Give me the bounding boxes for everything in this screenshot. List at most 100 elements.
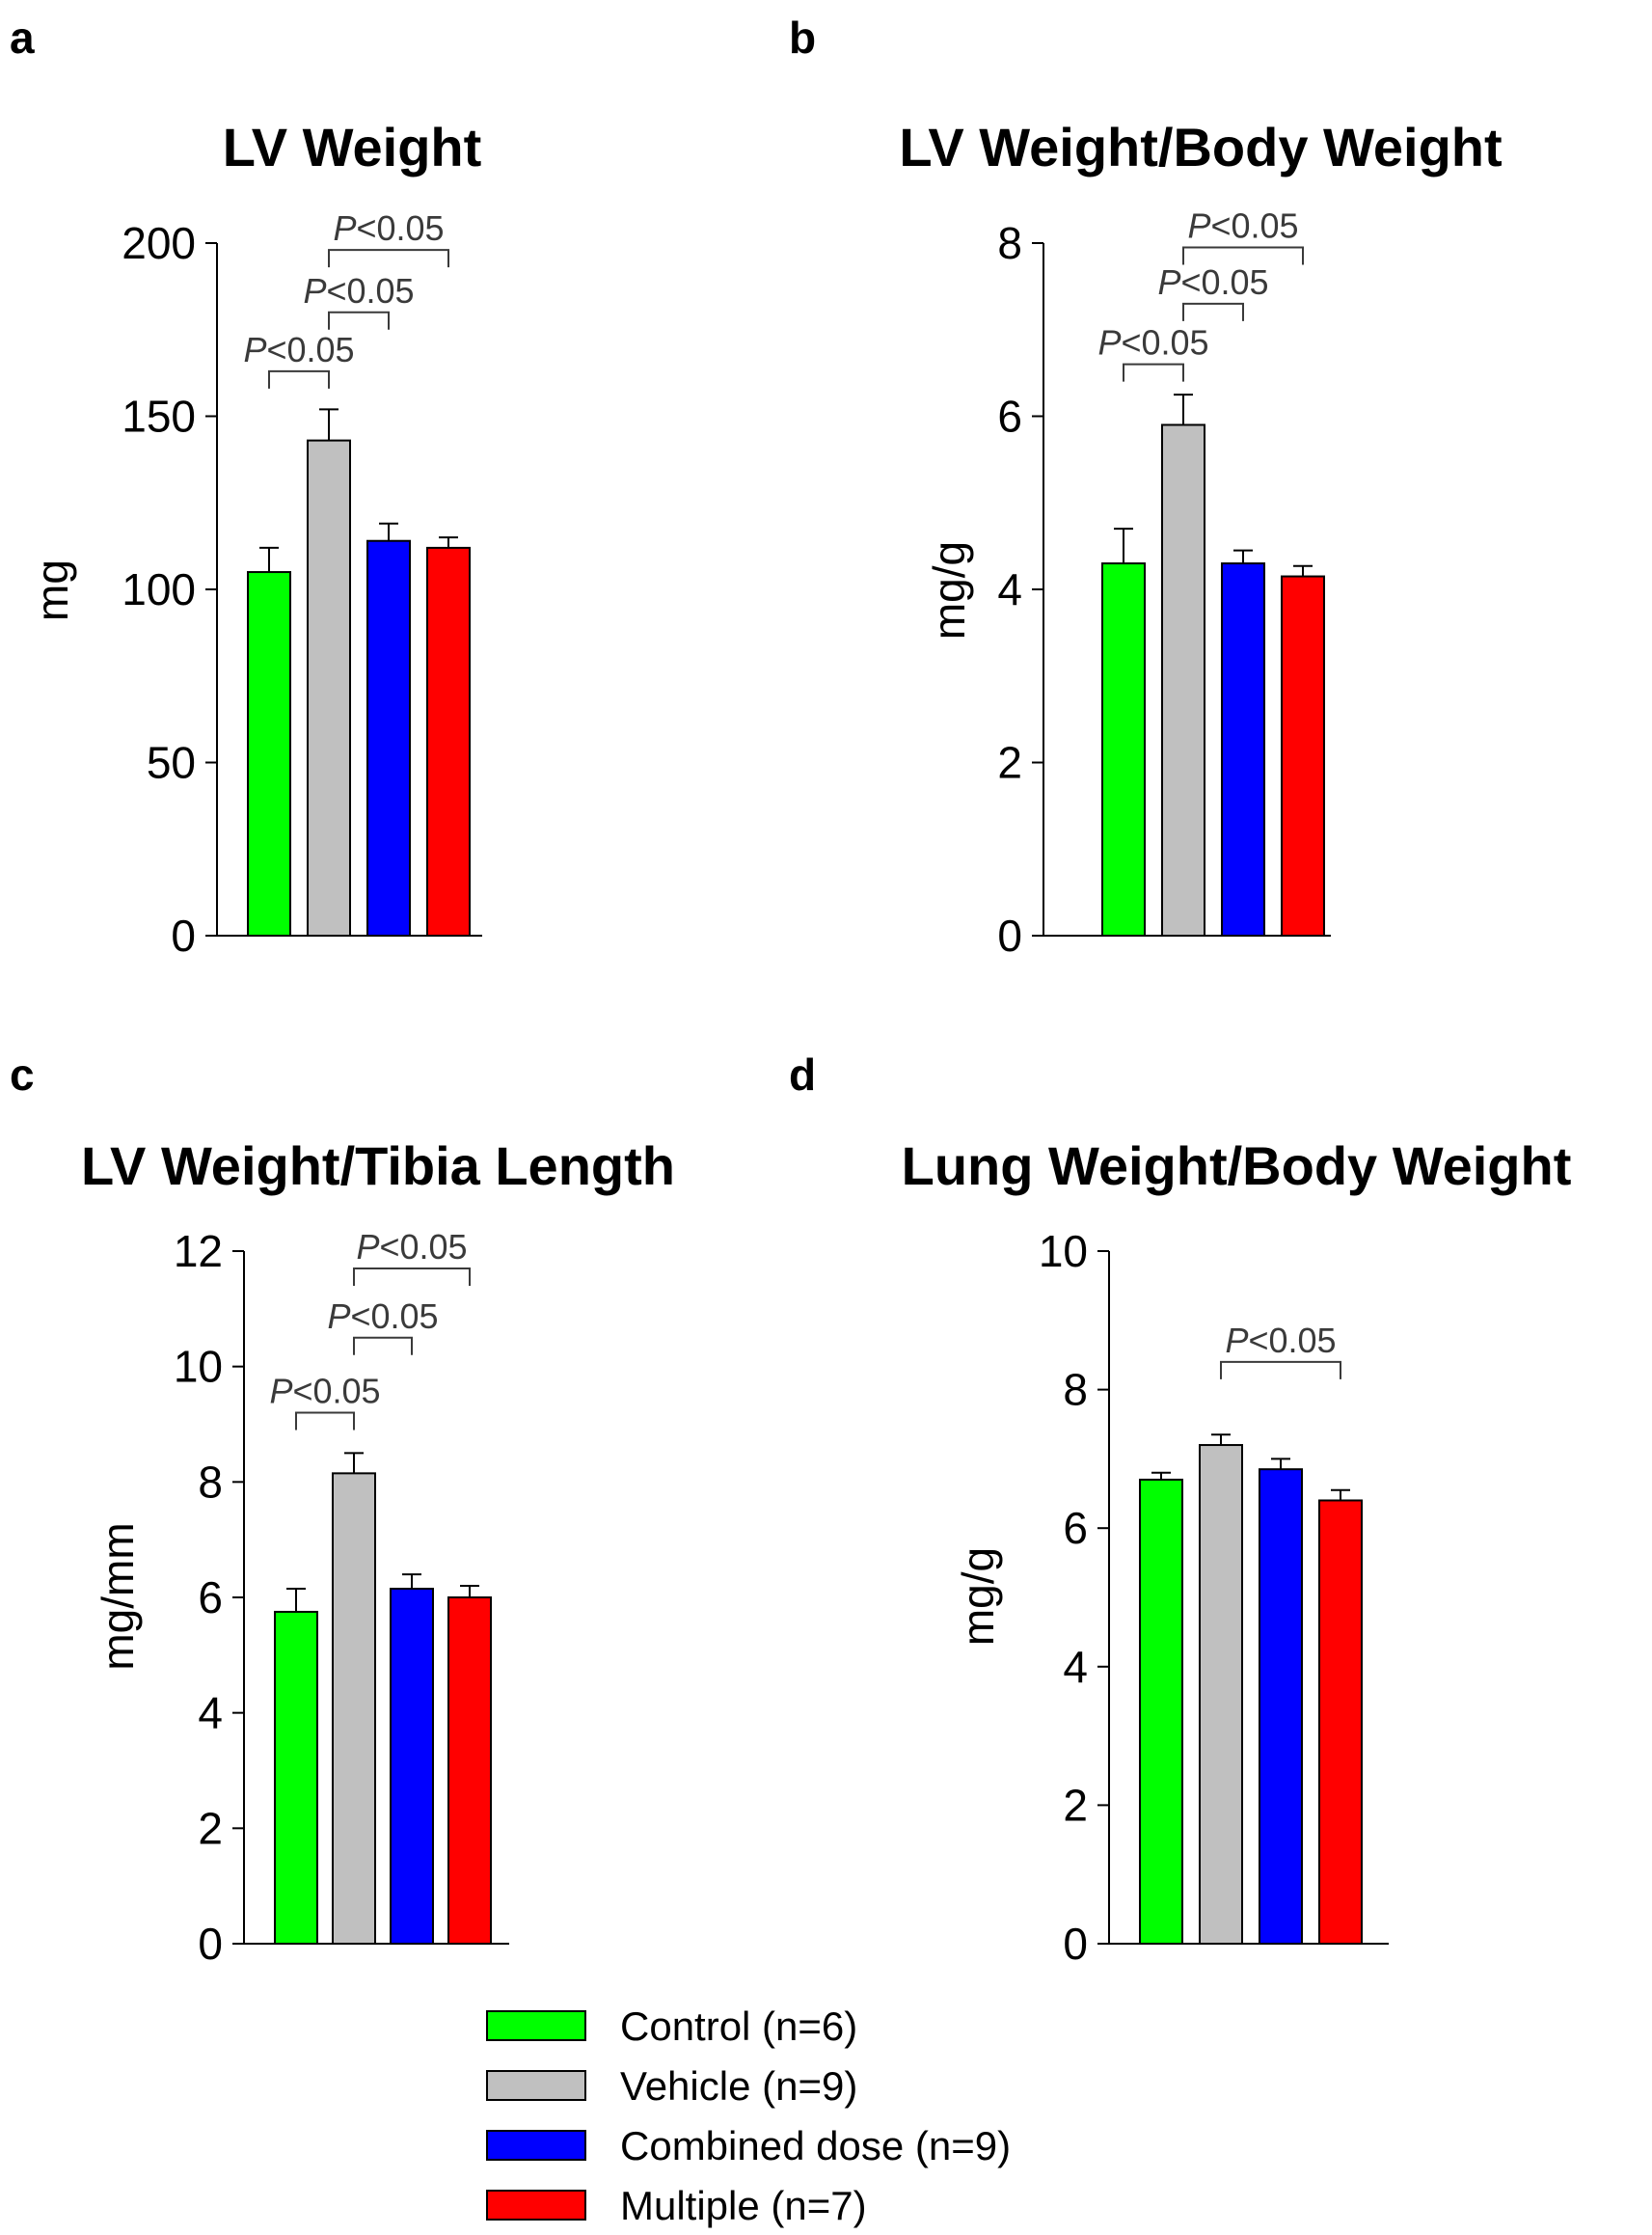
significance-bracket: P<0.05 [303,271,415,330]
p-value-rest: <0.05 [1210,205,1298,245]
chart-title: LV Weight/Tibia Length [81,1135,675,1196]
y-tick-label: 8 [198,1457,223,1507]
p-value-label: P<0.05 [1097,323,1208,363]
legend-label: Control (n=6) [620,2003,857,2049]
chart-panel-a: aLV Weight050100150200mgP<0.05P<0.05P<0.… [10,13,482,961]
p-value-label: P<0.05 [1157,262,1268,302]
y-tick-label: 12 [174,1226,223,1276]
p-value-italic: P [303,271,326,311]
y-tick-label: 0 [198,1919,223,1969]
legend-swatch [486,2130,586,2161]
significance-bracket: P<0.05 [328,208,449,268]
y-tick-label: 200 [122,218,196,268]
y-axis-label: mg/g [924,541,974,640]
y-tick-label: 4 [198,1688,223,1738]
legend-label: Multiple (n=7) [620,2183,867,2228]
p-value-rest: <0.05 [326,271,414,311]
bracket-line [1182,302,1244,321]
y-tick-label: 4 [1063,1642,1088,1692]
legend: Control (n=6) Vehicle (n=9) Combined dose … [486,2003,1011,2228]
y-tick-label: 0 [997,911,1022,961]
significance-bracket: P<0.05 [1220,1321,1341,1379]
bar [307,439,351,937]
legend-swatch [486,2010,586,2041]
y-tick-label: 6 [1063,1503,1088,1553]
chart-panel-d: d Lung Weight/Body Weight 0 2 4 6 8 10 mg/g P<0.0… [789,1049,1571,1969]
p-value-rest: <0.05 [356,208,444,248]
bracket-line [353,1267,471,1286]
chart-title: LV Weight [223,117,482,177]
significance-bracket: P<0.05 [243,330,355,389]
bracket-line [328,249,449,268]
legend-item: Combined dose (n=9) [486,2123,1011,2168]
p-value-italic: P [1225,1321,1248,1360]
bar [274,1610,318,1946]
y-axis-label: mg/mm [93,1522,143,1670]
y-tick-label: 0 [171,911,196,961]
p-value-label: P<0.05 [1187,205,1298,245]
bracket-line [1123,363,1184,382]
bar [1259,1468,1303,1946]
bracket-line [353,1336,413,1355]
y-axis-label: mg/g [953,1547,1003,1646]
bar [1281,575,1325,937]
chart-title: Lung Weight/Body Weight [902,1135,1572,1196]
chart-panel-b: bLV Weight/Body Weight02468mg/gP<0.05P<0… [789,13,1503,961]
legend-item: Multiple (n=7) [486,2183,867,2228]
p-value-rest: <0.05 [350,1296,438,1336]
p-value-italic: P [327,1296,350,1336]
significance-bracket: P<0.05 [327,1296,439,1355]
p-value-italic: P [269,1372,292,1411]
bar [247,571,291,937]
p-value-label: P<0.05 [1225,1321,1336,1360]
legend-swatch [486,2070,586,2101]
y-tick-label: 10 [174,1342,223,1392]
y-tick-label: 2 [198,1803,223,1853]
legend-label: Combined dose (n=9) [620,2123,1011,2168]
p-value-label: P<0.05 [269,1372,380,1411]
p-value-rest: <0.05 [379,1227,467,1267]
legend-swatch [486,2190,586,2221]
significance-bracket: P<0.05 [353,1227,471,1286]
p-value-rest: <0.05 [292,1372,380,1411]
bar [332,1472,376,1945]
p-value-italic: P [1097,323,1121,363]
p-value-italic: P [1157,262,1180,302]
y-tick-label: 50 [147,738,196,788]
significance-bracket: P<0.05 [1182,205,1304,265]
p-value-rest: <0.05 [1121,323,1208,363]
y-tick-label: 10 [1039,1226,1088,1276]
panel-letter: a [10,13,35,63]
y-tick-label: 0 [1063,1919,1088,1969]
p-value-rest: <0.05 [266,330,354,369]
y-tick-label: 6 [997,392,1022,442]
y-tick-label: 8 [997,218,1022,268]
chart-title: LV Weight/Body Weight [899,117,1502,177]
bar [447,1596,492,1945]
y-tick-label: 6 [198,1572,223,1622]
bar [1161,423,1205,938]
bar [366,539,411,937]
y-axis-label: mg [27,559,77,621]
p-value-label: P<0.05 [356,1227,467,1267]
p-value-label: P<0.05 [333,208,444,248]
bracket-line [328,311,390,330]
bracket-line [1220,1360,1341,1379]
y-tick-label: 4 [997,564,1022,614]
bracket-line [295,1411,355,1431]
significance-bracket: P<0.05 [1097,323,1209,382]
significance-bracket: P<0.05 [1157,262,1269,321]
bar [390,1588,434,1946]
bar [1101,562,1146,937]
legend-label: Vehicle (n=9) [620,2063,857,2109]
bar [1318,1499,1363,1945]
y-tick-label: 8 [1063,1365,1088,1415]
panel-letter: b [789,13,816,63]
p-value-label: P<0.05 [327,1296,438,1336]
y-tick-label: 2 [997,738,1022,788]
bracket-line [268,369,330,389]
legend-item: Control (n=6) [486,2003,857,2049]
p-value-rest: <0.05 [1180,262,1268,302]
panel-letter: c [10,1049,35,1100]
